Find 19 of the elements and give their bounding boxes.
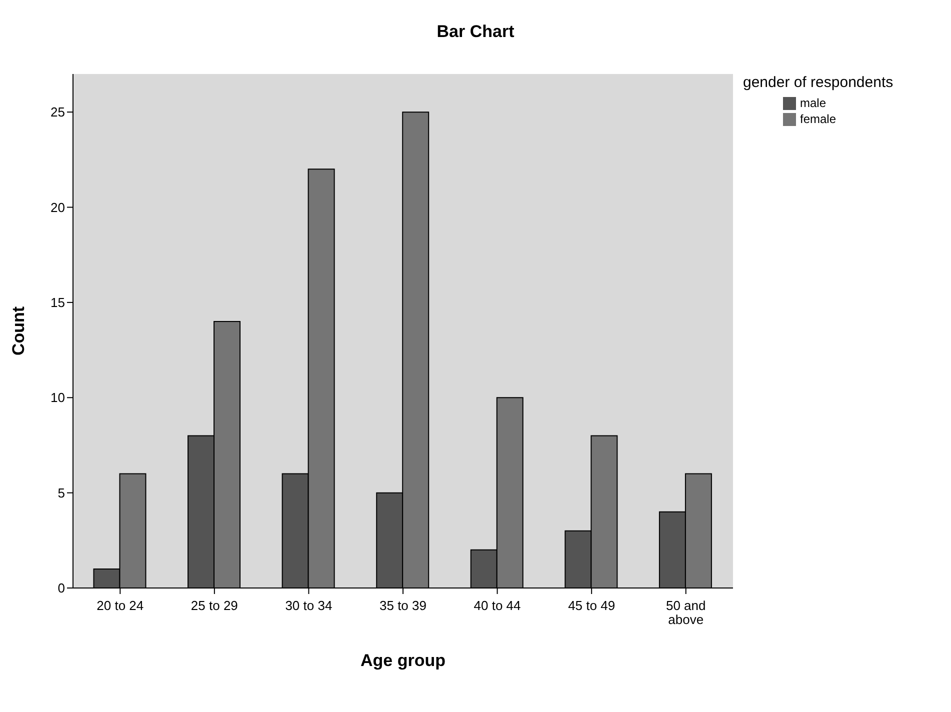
x-axis-title: Age group (360, 651, 446, 670)
x-tick-label: 40 to 44 (474, 598, 521, 613)
x-tick-label: 30 to 34 (285, 598, 332, 613)
y-tick-label: 5 (58, 485, 65, 500)
x-tick-label: 25 to 29 (190, 598, 238, 613)
y-tick-label: 25 (50, 104, 65, 120)
y-tick-label: 10 (50, 390, 65, 406)
x-tick-label: 35 to 39 (380, 598, 426, 613)
y-tick-label: 20 (50, 200, 65, 215)
y-tick-label: 15 (50, 295, 65, 310)
legend-label: female (800, 111, 836, 127)
legend-label: male (800, 95, 826, 111)
legend-title: gender of respondents (743, 74, 894, 91)
y-tick-label: 0 (58, 580, 65, 596)
x-tick-label: 20 to 24 (96, 598, 144, 613)
x-tick-label: 50 and above (666, 598, 706, 627)
chart-title: Bar Chart (436, 21, 516, 43)
y-axis-title: Count (9, 306, 28, 356)
x-tick-label: 45 to 49 (568, 598, 616, 613)
